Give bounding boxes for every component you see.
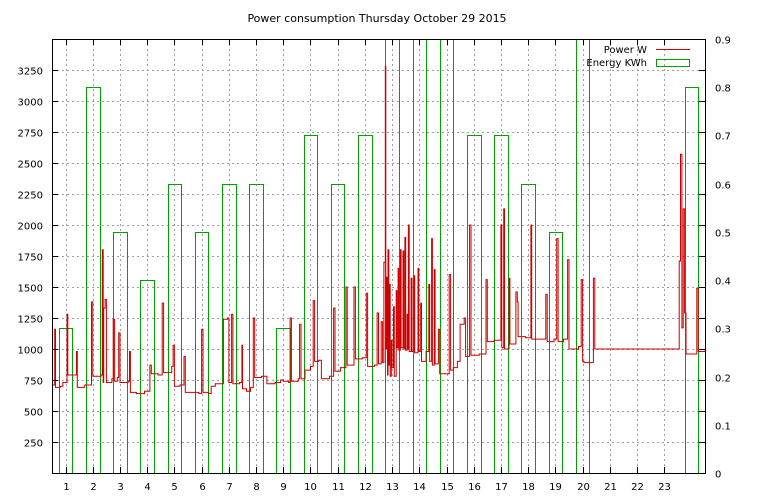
legend-swatch-energy <box>656 59 690 67</box>
energy-bar <box>140 280 155 473</box>
axes-ticks: 2505007501000125015001750200022502500275… <box>18 36 731 494</box>
legend-label-energy: Energy KWh <box>586 58 647 69</box>
y2-tick-label: 0.9 <box>715 36 731 47</box>
x-tick-label: 3 <box>117 482 123 493</box>
x-tick-label: 6 <box>199 482 205 493</box>
energy-bar <box>576 39 590 473</box>
energy-bar <box>59 328 73 473</box>
energy-bar <box>276 328 291 473</box>
chart-title: Power consumption Thursday October 29 20… <box>247 12 506 25</box>
y-tick-label: 3000 <box>18 98 43 109</box>
y2-tick-label: 0.1 <box>715 422 731 433</box>
x-tick-label: 2 <box>90 482 96 493</box>
x-tick-label: 11 <box>332 482 345 493</box>
y-tick-label: 3250 <box>18 67 43 78</box>
energy-bar <box>304 135 318 473</box>
y2-tick-label: 0.3 <box>715 325 731 336</box>
x-tick-label: 10 <box>304 482 317 493</box>
x-tick-label: 17 <box>495 482 508 493</box>
y-tick-label: 2750 <box>18 129 43 140</box>
energy-bar <box>413 39 427 473</box>
y-tick-label: 1250 <box>18 315 43 326</box>
power-series-line <box>52 65 706 395</box>
energy-bar <box>549 232 563 473</box>
y-tick-label: 2000 <box>18 222 43 233</box>
energy-bar <box>249 184 264 473</box>
energy-bar <box>331 184 345 473</box>
y-tick-label: 500 <box>24 408 43 419</box>
x-tick-label: 9 <box>280 482 286 493</box>
y2-tick-label: 0.5 <box>715 229 731 240</box>
x-tick-label: 15 <box>441 482 454 493</box>
y2-tick-label: 0.7 <box>715 132 731 143</box>
y2-tick-label: 0 <box>715 470 721 481</box>
x-tick-label: 4 <box>144 482 150 493</box>
x-tick-label: 12 <box>359 482 372 493</box>
energy-bar <box>86 87 101 473</box>
x-tick-label: 8 <box>253 482 259 493</box>
legend: Power W Energy KWh <box>586 45 690 69</box>
energy-bar <box>521 184 536 473</box>
energy-bar <box>358 135 373 473</box>
x-tick-label: 1 <box>63 482 69 493</box>
x-tick-label: 16 <box>468 482 481 493</box>
energy-bar <box>195 232 209 473</box>
legend-label-power: Power W <box>604 45 647 56</box>
y-tick-label: 2500 <box>18 160 43 171</box>
power-line <box>52 65 706 395</box>
x-tick-label: 21 <box>604 482 617 493</box>
y2-tick-label: 0.8 <box>715 84 731 95</box>
x-tick-label: 22 <box>631 482 644 493</box>
y-tick-label: 1000 <box>18 346 43 357</box>
energy-bar <box>467 135 482 473</box>
x-tick-label: 23 <box>658 482 671 493</box>
energy-bar <box>222 184 237 473</box>
y2-tick-label: 0.4 <box>715 277 731 288</box>
y2-tick-label: 0.2 <box>715 374 731 385</box>
y-tick-label: 1500 <box>18 284 43 295</box>
y-tick-label: 2250 <box>18 191 43 202</box>
x-tick-label: 19 <box>549 482 562 493</box>
y-tick-label: 250 <box>24 439 43 450</box>
x-tick-label: 18 <box>522 482 535 493</box>
x-tick-label: 5 <box>171 482 177 493</box>
x-tick-label: 14 <box>413 482 426 493</box>
x-tick-label: 20 <box>577 482 590 493</box>
y-tick-label: 750 <box>24 377 43 388</box>
energy-bar <box>168 184 182 473</box>
energy-bar <box>440 39 454 473</box>
energy-bar <box>494 135 509 473</box>
x-tick-label: 7 <box>226 482 232 493</box>
y-tick-label: 1750 <box>18 253 43 264</box>
grid <box>52 39 705 473</box>
x-tick-label: 13 <box>386 482 399 493</box>
energy-bar <box>685 87 699 473</box>
y2-tick-label: 0.6 <box>715 181 731 192</box>
